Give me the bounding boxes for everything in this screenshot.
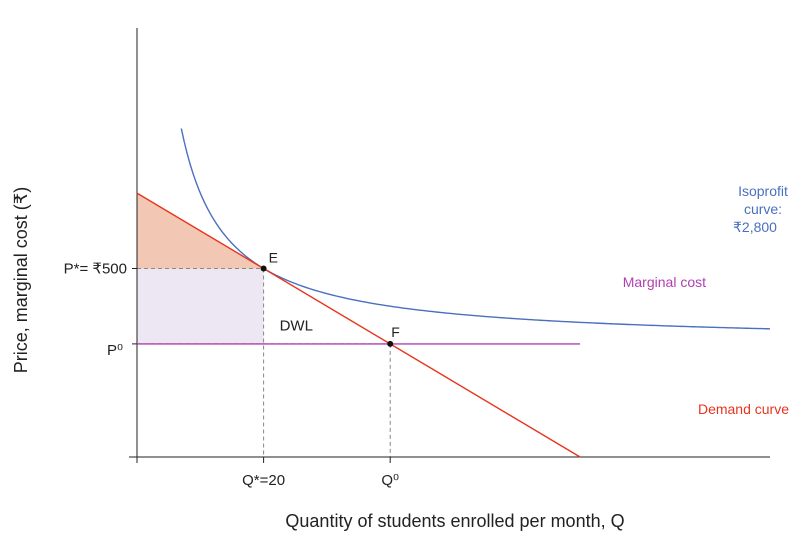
marginal-cost-label: Marginal cost [623, 274, 706, 290]
y-axis-title: Price, marginal cost (₹) [11, 187, 31, 374]
point-f-label: F [391, 324, 400, 340]
point-e [260, 265, 267, 272]
point-e-label: E [269, 250, 278, 266]
isoprofit-curve [180, 128, 771, 330]
x-tick-label-q0: Q⁰ [381, 472, 399, 489]
y-tick-label-p0: P⁰ [107, 342, 123, 359]
isoprofit-label-line3: ₹2,800 [733, 219, 777, 235]
demand-curve-label: Demand curve [698, 401, 789, 417]
dwl-label: DWL [280, 318, 313, 335]
y-tick-label-p-star: P*= ₹500 [64, 261, 127, 278]
producer-surplus-area [137, 268, 264, 344]
isoprofit-label-line1: Isoprofit [738, 183, 788, 199]
isoprofit-label-line2: curve: [744, 201, 782, 217]
x-axis-title: Quantity of students enrolled per month,… [285, 511, 624, 531]
demand-curve [136, 192, 581, 458]
point-f [387, 340, 394, 347]
x-tick-label-q-star: Q*=20 [242, 472, 285, 489]
